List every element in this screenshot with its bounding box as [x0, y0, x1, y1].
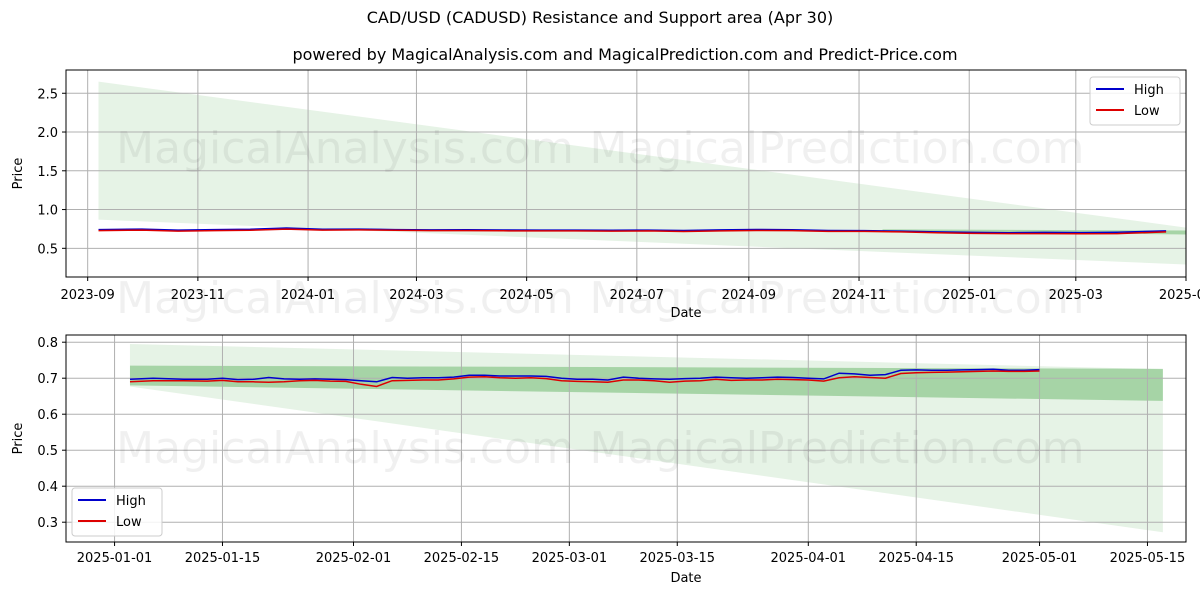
chart1-legend-label-low: Low	[1134, 104, 1160, 119]
chart1-x-tick-label: 2024-01	[281, 288, 335, 303]
chart1-series-low	[98, 228, 1167, 235]
chart1-x-tick-label: 2025-05	[1159, 288, 1200, 303]
chart1-frame	[65, 69, 1187, 278]
chart2-y-tick-label: 0.6	[37, 408, 58, 423]
chart1-y-tick-label: 2.0	[37, 126, 58, 141]
chart2-legend-label-low: Low	[116, 515, 142, 530]
chart1-x-tick-label: 2024-09	[722, 288, 776, 303]
chart1-x-axis-label: Date	[670, 306, 701, 321]
chart1-y-tick-label: 0.5	[37, 242, 58, 257]
chart2-watermark: MagicalPrediction.com	[590, 423, 1085, 474]
chart1-x-tick-label: 2024-11	[832, 288, 886, 303]
chart1-x-tick-label: 2025-01	[942, 288, 996, 303]
chart1-support-area	[98, 81, 1186, 265]
chart1-legend: High Low	[1089, 76, 1181, 126]
chart2-y-axis-label: Price	[11, 423, 26, 455]
chart2-x-tick-label: 2025-04-15	[878, 551, 954, 566]
chart1-watermark: MagicalPrediction.com	[590, 123, 1085, 174]
chart1-y-tick-label: 1.5	[37, 165, 58, 180]
chart2-x-tick-label: 2025-05-01	[1002, 551, 1078, 566]
chart2-y-tick-label: 0.4	[37, 480, 58, 495]
chart2-resistance-band	[129, 365, 1163, 401]
chart2-y-tick-label: 0.7	[37, 372, 58, 387]
chart2-support-area	[129, 344, 1163, 533]
chart1-x-tick-label: 2025-03	[1049, 288, 1103, 303]
chart1-x-tick-label: 2024-03	[389, 288, 443, 303]
chart1-watermark: MagicalAnalysis.com	[116, 273, 574, 324]
chart1-group: 2023-09 2023-11 2024-01 2024-03 2024-05 2024-…	[11, 69, 1200, 324]
chart1-legend-label-high: High	[1134, 83, 1164, 98]
chart1-x-tick-label: 2023-09	[61, 288, 115, 303]
chart2-y-tick-label: 0.3	[37, 516, 58, 531]
chart2-x-tick-label: 2025-05-15	[1110, 551, 1186, 566]
chart1-x-tick-label: 2023-11	[171, 288, 225, 303]
chart2-series-low	[129, 370, 1040, 388]
chart2-watermark: MagicalAnalysis.com	[116, 423, 574, 474]
chart1-watermark: MagicalAnalysis.com	[116, 123, 574, 174]
chart1-x-tick-label: 2024-07	[610, 288, 664, 303]
chart1-y-tick-label: 2.5	[37, 87, 58, 102]
chart2-x-tick-label: 2025-01-01	[77, 551, 153, 566]
chart2-y-tick-label: 0.8	[37, 336, 58, 351]
chart2-x-tick-label: 2025-02-01	[316, 551, 392, 566]
chart2-y-tick-label: 0.5	[37, 444, 58, 459]
chart1-y-tick-label: 1.0	[37, 204, 58, 219]
chart2-x-tick-label: 2025-02-15	[424, 551, 500, 566]
chart-title: CAD/USD (CADUSD) Resistance and Support …	[366, 8, 834, 27]
chart2-legend-label-high: High	[116, 494, 146, 509]
chart1-x-tick-label: 2024-05	[499, 288, 553, 303]
chart1-series-high	[98, 227, 1167, 234]
chart2-x-tick-label: 2025-01-15	[185, 551, 261, 566]
chart1-y-axis-label: Price	[11, 158, 26, 190]
chart2-x-tick-label: 2025-04-01	[771, 551, 847, 566]
chart2-x-tick-label: 2025-03-15	[639, 551, 715, 566]
chart2-series-high	[129, 368, 1040, 383]
chart2-legend: High Low	[71, 487, 163, 537]
chart2-x-axis-label: Date	[670, 571, 701, 586]
chart-subtitle: powered by MagicalAnalysis.com and Magic…	[292, 45, 958, 64]
chart2-group: 2025-01-01 2025-01-15 2025-02-01 2025-02-15…	[11, 334, 1187, 586]
chart2-frame	[65, 334, 1187, 543]
chart1-watermark: MagicalPrediction.com	[590, 273, 1085, 324]
chart2-x-tick-label: 2025-03-01	[532, 551, 608, 566]
